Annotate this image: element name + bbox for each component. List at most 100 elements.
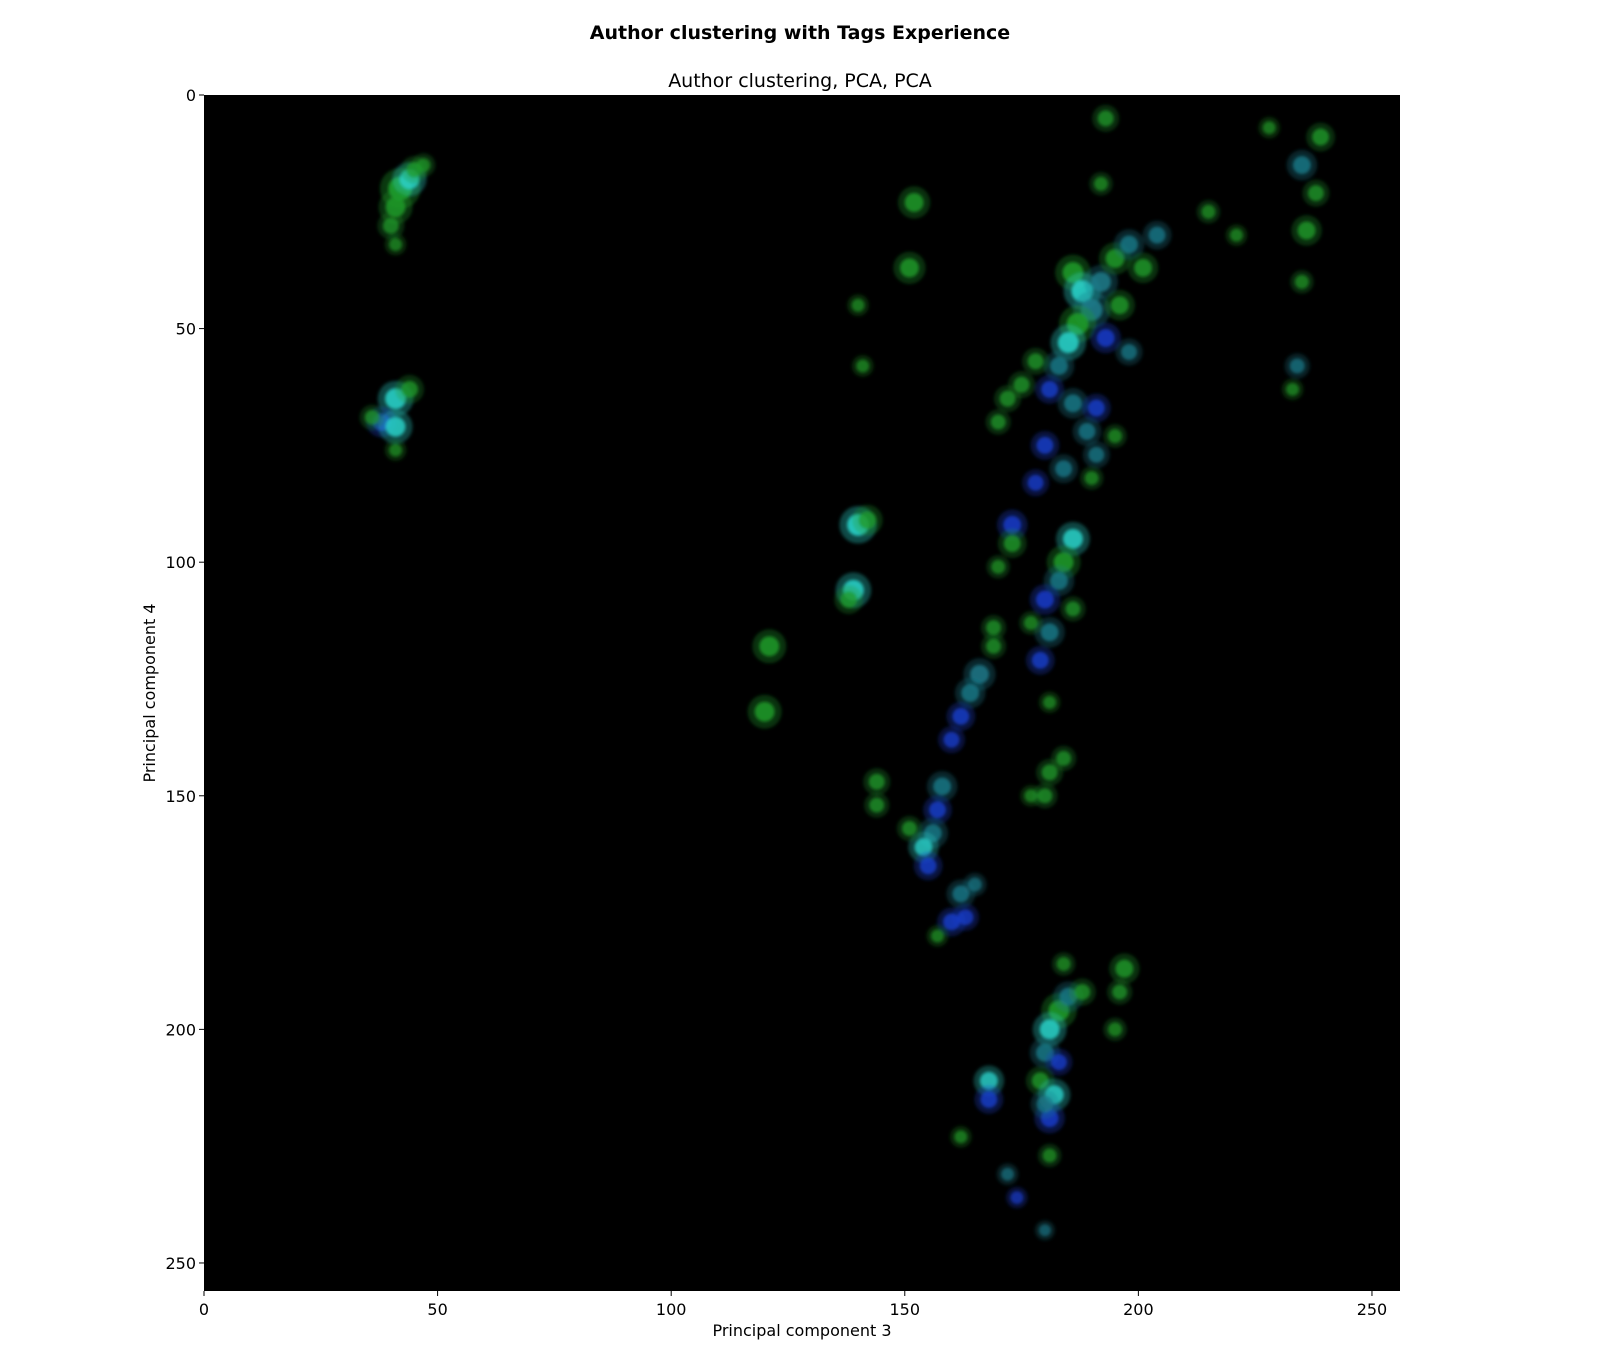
y-tick-label: 150 — [165, 787, 196, 806]
data-point — [1038, 1224, 1051, 1237]
data-point — [1042, 1148, 1057, 1163]
data-point — [1078, 422, 1096, 440]
axis-ticks: 0 50 100 150 200 250 0 50 100 150 200 250 — [165, 86, 1387, 1319]
data-point — [1023, 615, 1038, 630]
data-point — [1039, 1019, 1060, 1040]
data-point — [919, 857, 937, 875]
figure-title: Author clustering with Tags Experience — [589, 22, 1011, 44]
data-point — [1201, 204, 1216, 219]
y-tick-label: 100 — [165, 553, 196, 572]
data-point — [1041, 380, 1059, 398]
data-point — [1097, 110, 1114, 127]
chart-title: Author clustering, PCA, PCA — [668, 70, 932, 92]
x-tick-label: 150 — [890, 1300, 921, 1319]
data-point — [957, 909, 974, 926]
plot-area — [204, 95, 1400, 1291]
data-point — [1035, 590, 1054, 609]
data-point — [869, 797, 885, 813]
scatter-points — [359, 104, 1336, 1241]
data-point — [364, 409, 380, 425]
data-point — [1003, 535, 1021, 552]
data-point — [1286, 382, 1300, 396]
y-tick-label: 50 — [176, 320, 196, 339]
data-point — [754, 701, 775, 722]
data-point — [1010, 1191, 1024, 1205]
data-point — [990, 414, 1006, 430]
data-point — [1120, 235, 1139, 254]
data-point — [868, 773, 885, 790]
data-point — [1087, 399, 1105, 417]
data-point — [1096, 328, 1115, 347]
data-point — [1031, 651, 1049, 669]
data-point — [980, 1090, 998, 1108]
data-point — [382, 217, 399, 234]
x-tick-label: 250 — [1357, 1300, 1388, 1319]
data-point — [961, 684, 980, 702]
data-point — [1108, 1022, 1123, 1037]
data-point — [389, 238, 403, 251]
data-point — [901, 820, 917, 836]
data-point — [416, 158, 431, 173]
data-point — [1043, 695, 1057, 709]
data-point — [401, 380, 419, 398]
x-tick-label: 0 — [199, 1300, 209, 1319]
data-point — [1049, 356, 1068, 375]
data-point — [1074, 984, 1091, 1000]
data-point — [943, 731, 960, 748]
data-point — [954, 1130, 968, 1144]
data-point — [1134, 258, 1153, 277]
data-point — [1036, 436, 1054, 454]
y-tick-label: 250 — [165, 1254, 196, 1273]
data-point — [1229, 228, 1243, 242]
data-point — [1307, 185, 1324, 202]
data-point — [986, 638, 1002, 654]
data-point — [1027, 353, 1044, 370]
data-point — [1121, 343, 1138, 360]
data-point — [991, 559, 1006, 574]
data-point — [930, 929, 944, 943]
y-tick-label: 200 — [165, 1020, 196, 1039]
data-point — [1013, 376, 1030, 393]
data-point — [385, 197, 406, 218]
x-axis-label: Principal component 3 — [712, 1321, 891, 1340]
x-tick-label: 200 — [1123, 1300, 1154, 1319]
data-point — [385, 416, 406, 437]
data-point — [1027, 474, 1044, 491]
data-point — [899, 258, 919, 278]
data-point — [1091, 271, 1111, 292]
data-point — [928, 801, 946, 819]
data-point — [840, 591, 858, 609]
x-tick-label: 100 — [656, 1300, 687, 1319]
data-point — [1084, 471, 1099, 486]
data-point — [1294, 274, 1309, 289]
data-point — [952, 707, 970, 725]
data-point — [1110, 296, 1129, 315]
data-point — [1001, 1167, 1015, 1181]
data-point — [1112, 984, 1128, 1000]
data-point — [1063, 394, 1082, 413]
data-point — [1094, 176, 1108, 191]
data-point — [1055, 460, 1073, 478]
y-axis-label: Principal component 4 — [140, 603, 159, 782]
data-point — [1108, 429, 1123, 444]
y-tick-label: 0 — [186, 86, 196, 105]
data-point — [1148, 226, 1166, 244]
data-point — [1262, 121, 1276, 135]
data-point — [1289, 358, 1305, 374]
data-point — [1312, 128, 1330, 146]
data-point — [856, 359, 870, 373]
data-point — [858, 511, 877, 530]
data-point — [1003, 515, 1022, 534]
data-point — [1056, 956, 1071, 971]
data-point — [933, 777, 952, 796]
data-point — [1041, 764, 1058, 781]
data-point — [986, 620, 1002, 636]
data-point — [979, 1071, 998, 1090]
data-point — [1024, 789, 1038, 803]
data-point — [1088, 446, 1105, 463]
data-point — [1040, 623, 1059, 642]
data-point — [851, 298, 865, 312]
data-point — [904, 192, 924, 212]
data-point — [967, 877, 982, 892]
x-tick-label: 50 — [427, 1300, 447, 1319]
